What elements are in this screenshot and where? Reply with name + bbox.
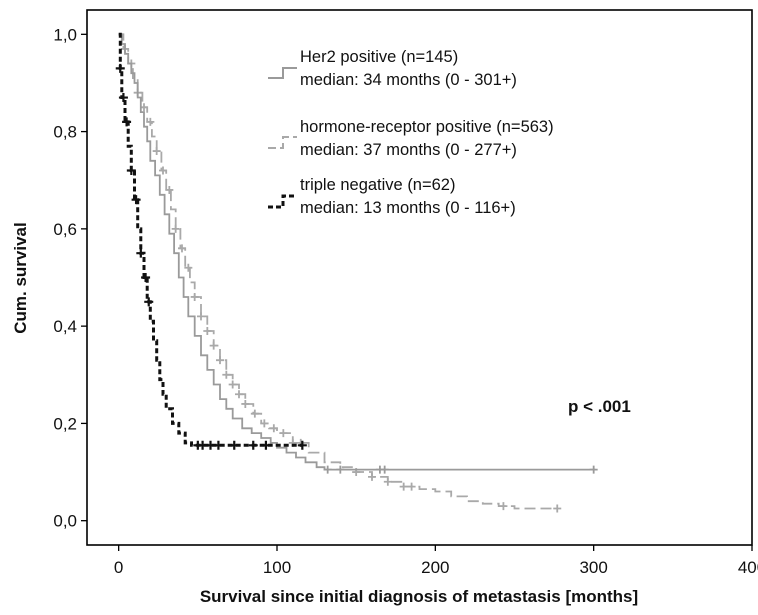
y-tick-label: 0,0 [53, 512, 77, 531]
censor-mark [235, 390, 243, 399]
legend-label-triple-negative: triple negative (n=62) [300, 176, 455, 194]
censor-mark [399, 482, 408, 491]
censor-mark [216, 356, 224, 365]
censor-mark [383, 477, 392, 486]
censor-mark [131, 195, 141, 205]
x-tick-label: 200 [421, 558, 449, 577]
censor-mark [248, 440, 258, 450]
censor-mark [407, 482, 416, 491]
censor-mark [241, 399, 250, 408]
censor-mark [269, 424, 278, 433]
censor-mark [171, 224, 180, 233]
censor-mark [197, 312, 205, 321]
censor-mark [190, 292, 199, 301]
censor-mark [260, 419, 269, 428]
censor-mark [279, 429, 288, 438]
y-tick-label: 0,4 [53, 317, 77, 336]
x-tick-label: 0 [114, 558, 123, 577]
censor-mark [152, 147, 161, 156]
censor-mark [178, 244, 186, 253]
plot-frame [86, 9, 753, 546]
legend-detail-hr-positive: median: 37 months (0 - 277+) [300, 141, 517, 159]
series-group-2 [115, 32, 307, 450]
series-group-0 [118, 33, 598, 474]
censor-mark [159, 166, 167, 175]
x-axis-title: Survival since initial diagnosis of meta… [200, 587, 638, 606]
censor-mark [499, 502, 508, 511]
censor-mark [297, 440, 307, 450]
censor-mark [228, 380, 237, 389]
legend-line-her2 [268, 67, 297, 79]
censor-mark [136, 248, 146, 258]
censor-mark [118, 93, 128, 103]
series-line [118, 33, 596, 471]
y-tick-label: 0,8 [53, 123, 77, 142]
censor-mark [141, 273, 151, 282]
censor-mark [336, 465, 345, 474]
censor-mark [553, 504, 562, 513]
censor-mark [213, 440, 223, 450]
censor-mark [209, 341, 218, 350]
censor-mark [122, 117, 132, 127]
censor-mark [206, 440, 215, 450]
censor-mark [261, 440, 271, 450]
legend-line-hr-positive [268, 136, 297, 149]
x-tick-label: 100 [263, 558, 291, 577]
series-line [118, 33, 558, 510]
legend-line-triple-negative [268, 194, 297, 209]
censor-mark [229, 440, 239, 450]
legend-detail-her2: median: 34 months (0 - 301+) [300, 71, 517, 89]
x-tick-label: 300 [579, 558, 607, 577]
censor-mark [165, 185, 174, 194]
censor-mark [589, 465, 598, 474]
legend-detail-triple-negative: median: 13 months (0 - 116+) [300, 199, 516, 217]
legend-label-her2: Her2 positive (n=145) [300, 48, 458, 66]
censor-mark [323, 465, 332, 474]
censor-mark [126, 166, 136, 175]
censor-mark [144, 297, 154, 307]
y-tick-label: 1,0 [53, 25, 77, 44]
y-tick-label: 0,2 [53, 414, 77, 433]
censor-mark [368, 472, 376, 481]
censor-mark [203, 327, 212, 335]
censor-mark [184, 263, 193, 272]
p-value-annotation: p < .001 [568, 397, 631, 416]
y-tick-label: 0,6 [53, 220, 77, 239]
legend-label-hr-positive: hormone-receptor positive (n=563) [300, 118, 554, 136]
legend: Her2 positive (n=145) median: 34 months … [268, 48, 554, 217]
y-axis-title: Cum. survival [11, 222, 30, 334]
x-tick-label: 400 [738, 558, 758, 577]
censor-mark [198, 440, 208, 450]
censor-mark [222, 370, 231, 379]
series-layer [115, 32, 598, 513]
censor-mark [380, 465, 389, 474]
axis-ticks: 0 100 200 300 400 0,0 0,2 0,4 0,6 0,8 1,0 [53, 25, 758, 577]
censor-mark [146, 117, 155, 126]
series-line [118, 32, 303, 447]
censor-mark [115, 63, 125, 73]
censor-mark [250, 409, 259, 418]
